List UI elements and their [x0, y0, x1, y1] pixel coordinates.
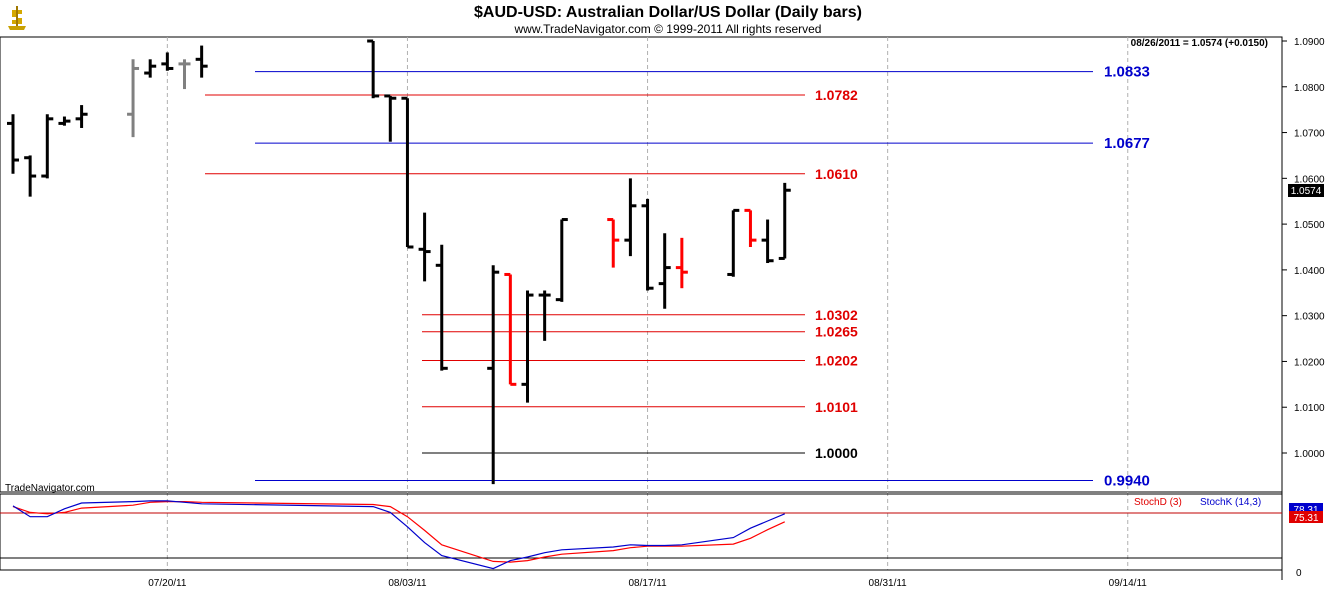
- watermark: TradeNavigator.com: [5, 483, 95, 494]
- level-label: 1.0202: [815, 353, 858, 369]
- y-tick-label: 1.0200: [1294, 357, 1325, 368]
- stochastic-panel-frame: [0, 493, 1283, 571]
- vertical-gridlines: [166, 37, 1129, 570]
- y-axis-ticks: 1.0900 1.0800 1.0700 1.0600 1.0500 1.0400 1.03…: [1282, 37, 1325, 460]
- app-logo-icon: [4, 4, 30, 32]
- ohlc-bar: [778, 182, 791, 260]
- y-tick-label: 1.0700: [1294, 129, 1325, 140]
- stochk-legend: StochK (14,3): [1200, 497, 1261, 508]
- y-tick-label: 1.0100: [1294, 403, 1325, 414]
- ohlc-bar: [761, 219, 774, 264]
- ohlc-bar: [555, 218, 568, 302]
- stochastic-lines: [12, 500, 786, 570]
- level-label: 1.0302: [815, 307, 858, 323]
- quote-readout: 08/26/2011 = 1.0574 (+0.0150): [1131, 38, 1268, 49]
- ohlc-bars: [7, 39, 791, 485]
- ohlc-bar: [75, 105, 88, 128]
- x-tick-label: 08/31/11: [869, 578, 908, 589]
- price-panel-frame: [0, 36, 1283, 493]
- x-tick-label: 08/03/11: [388, 578, 427, 589]
- ohlc-bar: [624, 178, 637, 257]
- ohlc-bar: [58, 116, 71, 126]
- ohlc-bar: [144, 59, 157, 78]
- last-price-flag: 1.0574: [1288, 184, 1324, 197]
- ohlc-bar: [744, 208, 757, 247]
- level-label: 1.0677: [1104, 135, 1150, 152]
- stochk-line: [12, 500, 785, 570]
- level-label: 0.9940: [1104, 472, 1150, 489]
- ohlc-bar: [435, 244, 448, 371]
- ohlc-bar: [127, 59, 140, 138]
- copyright-text: www.TradeNavigator.com © 1999-2011 All r…: [514, 22, 822, 36]
- ohlc-bar: [521, 290, 534, 403]
- x-tick-label: 07/20/11: [148, 578, 187, 589]
- ohlc-bar: [367, 39, 380, 99]
- ohlc-bar: [658, 233, 671, 309]
- ohlc-bar: [7, 114, 19, 174]
- x-tick-label: 09/14/11: [1109, 578, 1148, 589]
- y-tick-label: 1.0000: [1294, 449, 1325, 460]
- ohlc-bar: [41, 114, 54, 179]
- ohlc-bar: [178, 59, 191, 90]
- stochk-last-label: 78.31: [1293, 505, 1318, 516]
- ohlc-bar: [727, 208, 740, 277]
- ohlc-bar: [675, 237, 688, 289]
- x-axis-ticks: 07/20/11 08/03/11 08/17/11 08/31/11 09/14/11: [148, 578, 1147, 589]
- ohlc-bar: [161, 52, 174, 71]
- level-label: 1.0101: [815, 399, 858, 415]
- y-tick-label: 1.0600: [1294, 174, 1325, 185]
- level-label: 1.0610: [815, 166, 858, 182]
- stochd-line: [12, 501, 786, 563]
- last-price-label: 1.0574: [1291, 186, 1322, 197]
- ohlc-bar: [538, 290, 551, 341]
- ohlc-bar: [195, 45, 208, 78]
- stoch-zero-label: 0: [1296, 568, 1302, 579]
- y-tick-label: 1.0900: [1294, 37, 1325, 48]
- stochd-last-label: 75.31: [1293, 513, 1318, 524]
- level-label: 1.0000: [815, 445, 858, 461]
- ohlc-bar: [384, 94, 397, 142]
- ohlc-bar: [487, 265, 500, 485]
- chart-title: $AUD-USD: Australian Dollar/US Dollar (D…: [474, 4, 862, 21]
- ohlc-bar: [504, 272, 517, 386]
- y-tick-label: 1.0400: [1294, 266, 1325, 277]
- y-tick-label: 1.0300: [1294, 312, 1325, 323]
- level-label: 1.0265: [815, 324, 858, 340]
- level-label: 1.0833: [1104, 64, 1150, 81]
- ohlc-bar: [24, 155, 37, 197]
- stoch-last-flags: 78.31 75.31: [1289, 503, 1323, 524]
- ohlc-bar: [401, 96, 414, 249]
- stochd-legend: StochD (3): [1134, 497, 1182, 508]
- ohlc-bar: [607, 218, 620, 268]
- y-tick-label: 1.0800: [1294, 83, 1325, 94]
- level-label: 1.0782: [815, 87, 858, 103]
- x-tick-label: 08/17/11: [628, 578, 667, 589]
- ohlc-bar: [641, 198, 654, 291]
- y-tick-label: 1.0500: [1294, 220, 1325, 231]
- ohlc-bar: [418, 212, 431, 282]
